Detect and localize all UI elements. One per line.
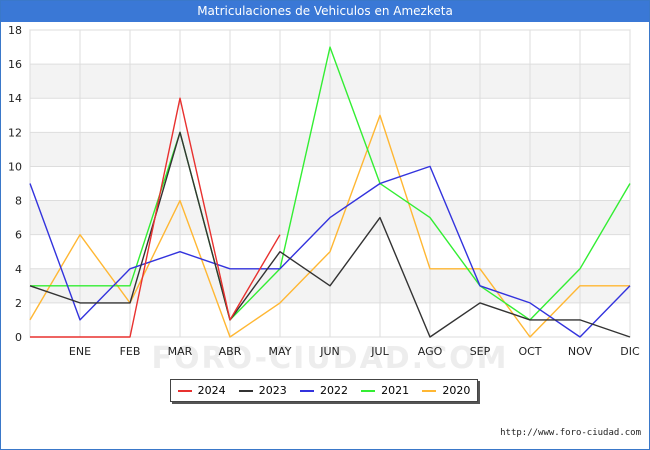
x-tick-label: MAR bbox=[168, 345, 193, 358]
legend-label: 2020 bbox=[442, 384, 471, 397]
y-tick-label: 12 bbox=[8, 126, 22, 139]
legend-label: 2022 bbox=[319, 384, 348, 397]
y-tick-label: 10 bbox=[8, 160, 22, 173]
series-line-2022 bbox=[29, 165, 631, 338]
y-tick-label: 4 bbox=[15, 263, 22, 276]
y-tick-label: 2 bbox=[15, 297, 22, 310]
x-tick-label: AGO bbox=[418, 345, 443, 358]
y-tick-label: 8 bbox=[15, 195, 22, 208]
x-tick-label: SEP bbox=[470, 345, 491, 358]
legend-swatch bbox=[177, 389, 192, 392]
x-tick-label: MAY bbox=[269, 345, 292, 358]
y-tick-label: 16 bbox=[8, 58, 22, 71]
x-tick-label: JUL bbox=[370, 345, 389, 358]
y-tick-label: 18 bbox=[8, 24, 22, 37]
legend-item-2024: 2024 bbox=[177, 384, 226, 397]
series-line-2023 bbox=[29, 131, 631, 338]
x-axis-ticks: ENE FEB MAR ABR MAY JUN JUL AGO SEP OCT NOV DIC bbox=[69, 345, 640, 358]
legend-item-2022: 2022 bbox=[299, 384, 348, 397]
legend-item-2021: 2021 bbox=[361, 384, 409, 397]
x-tick-label: FEB bbox=[120, 345, 141, 358]
legend-label: 2024 bbox=[197, 384, 226, 397]
source-url: http://www.foro-ciudad.com bbox=[500, 428, 641, 438]
x-tick-label: OCT bbox=[518, 345, 541, 358]
x-tick-label: DIC bbox=[620, 345, 640, 358]
x-tick-label: ENE bbox=[69, 345, 91, 358]
legend-item-2020: 2020 bbox=[422, 384, 470, 397]
y-tick-label: 6 bbox=[15, 229, 22, 242]
y-tick-label: 0 bbox=[15, 331, 22, 344]
series-lines bbox=[29, 46, 631, 338]
legend-swatch bbox=[299, 389, 314, 392]
watermark: FORO-CIUDAD.COM bbox=[152, 341, 509, 376]
legend-label: 2023 bbox=[258, 384, 287, 397]
legend-item-2023: 2023 bbox=[238, 384, 287, 397]
legend: 2024 2023 2022 2021 2020 bbox=[170, 379, 478, 402]
chart-title: Matriculaciones de Vehiculos en Amezketa bbox=[1, 1, 649, 22]
x-tick-label: JUN bbox=[319, 345, 340, 358]
series-line-2024 bbox=[30, 97, 281, 338]
x-tick-label: NOV bbox=[568, 345, 593, 358]
legend-label: 2021 bbox=[381, 384, 410, 397]
y-tick-label: 14 bbox=[8, 92, 22, 105]
legend-swatch bbox=[238, 389, 253, 392]
x-tick-label: ABR bbox=[219, 345, 242, 358]
legend-swatch bbox=[361, 389, 376, 392]
y-axis-ticks: 0 2 4 6 8 10 12 14 16 18 bbox=[8, 24, 22, 344]
legend-swatch bbox=[422, 389, 437, 392]
